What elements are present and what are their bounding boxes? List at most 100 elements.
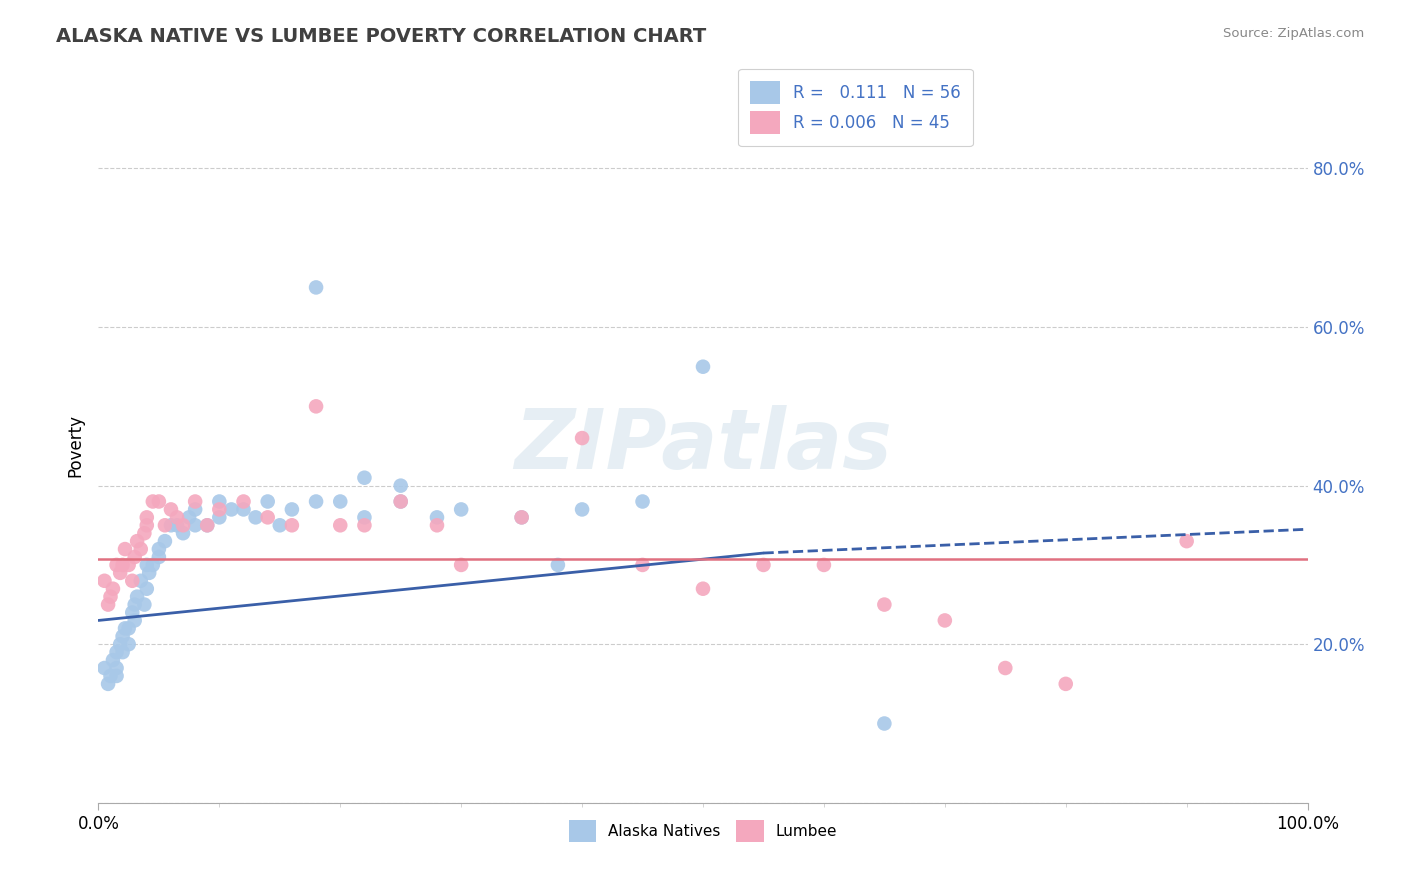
Point	[547, 558, 569, 572]
Point	[135, 582, 157, 596]
Point	[148, 542, 170, 557]
Text: ALASKA NATIVE VS LUMBEE POVERTY CORRELATION CHART: ALASKA NATIVE VS LUMBEE POVERTY CORRELAT…	[56, 27, 706, 45]
Point	[256, 510, 278, 524]
Point	[101, 653, 124, 667]
Point	[305, 400, 328, 414]
Point	[353, 518, 375, 533]
Point	[269, 518, 291, 533]
Point	[124, 598, 146, 612]
Point	[221, 502, 243, 516]
Point	[129, 542, 152, 557]
Point	[127, 534, 149, 549]
Point	[232, 494, 254, 508]
Point	[166, 518, 188, 533]
Point	[111, 629, 134, 643]
Point	[127, 590, 149, 604]
Point	[108, 637, 131, 651]
Point	[114, 621, 136, 635]
Point	[934, 614, 956, 628]
Point	[160, 518, 183, 533]
Point	[184, 502, 207, 516]
Point	[111, 645, 134, 659]
Point	[389, 494, 412, 508]
Point	[1054, 677, 1077, 691]
Point	[129, 574, 152, 588]
Point	[118, 637, 141, 651]
Point	[752, 558, 775, 572]
Point	[142, 494, 165, 508]
Point	[510, 510, 533, 524]
Point	[138, 566, 160, 580]
Point	[692, 582, 714, 596]
Point	[148, 549, 170, 564]
Point	[93, 574, 115, 588]
Point	[281, 518, 304, 533]
Point	[184, 518, 207, 533]
Point	[813, 558, 835, 572]
Point	[105, 558, 128, 572]
Point	[124, 549, 146, 564]
Point	[118, 558, 141, 572]
Point	[153, 534, 176, 549]
Point	[195, 518, 218, 533]
Point	[142, 558, 165, 572]
Point	[692, 359, 714, 374]
Point	[153, 518, 176, 533]
Point	[281, 502, 304, 516]
Point	[166, 510, 188, 524]
Point	[631, 558, 654, 572]
Point	[245, 510, 267, 524]
Point	[105, 645, 128, 659]
Point	[105, 669, 128, 683]
Point	[510, 510, 533, 524]
Point	[134, 526, 156, 541]
Point	[873, 716, 896, 731]
Point	[121, 574, 143, 588]
Point	[97, 598, 120, 612]
Point	[121, 606, 143, 620]
Point	[389, 494, 412, 508]
Legend: Alaska Natives, Lumbee: Alaska Natives, Lumbee	[558, 809, 848, 852]
Y-axis label: Poverty: Poverty	[66, 415, 84, 477]
Point	[389, 478, 412, 492]
Point	[571, 431, 593, 445]
Point	[134, 598, 156, 612]
Point	[208, 494, 231, 508]
Point	[93, 661, 115, 675]
Point	[100, 590, 122, 604]
Point	[105, 661, 128, 675]
Point	[631, 494, 654, 508]
Point	[873, 598, 896, 612]
Point	[329, 494, 352, 508]
Point	[571, 502, 593, 516]
Point	[353, 471, 375, 485]
Point	[1175, 534, 1198, 549]
Point	[353, 510, 375, 524]
Point	[426, 518, 449, 533]
Point	[994, 661, 1017, 675]
Point	[179, 510, 201, 524]
Point	[184, 494, 207, 508]
Point	[118, 621, 141, 635]
Point	[148, 494, 170, 508]
Point	[195, 518, 218, 533]
Point	[108, 566, 131, 580]
Point	[124, 614, 146, 628]
Point	[208, 510, 231, 524]
Point	[232, 502, 254, 516]
Point	[135, 558, 157, 572]
Point	[450, 558, 472, 572]
Point	[135, 518, 157, 533]
Point	[172, 518, 194, 533]
Point	[100, 669, 122, 683]
Point	[256, 494, 278, 508]
Point	[160, 502, 183, 516]
Point	[101, 582, 124, 596]
Point	[172, 526, 194, 541]
Point	[111, 558, 134, 572]
Point	[305, 494, 328, 508]
Point	[97, 677, 120, 691]
Text: ZIPatlas: ZIPatlas	[515, 406, 891, 486]
Point	[305, 280, 328, 294]
Point	[208, 502, 231, 516]
